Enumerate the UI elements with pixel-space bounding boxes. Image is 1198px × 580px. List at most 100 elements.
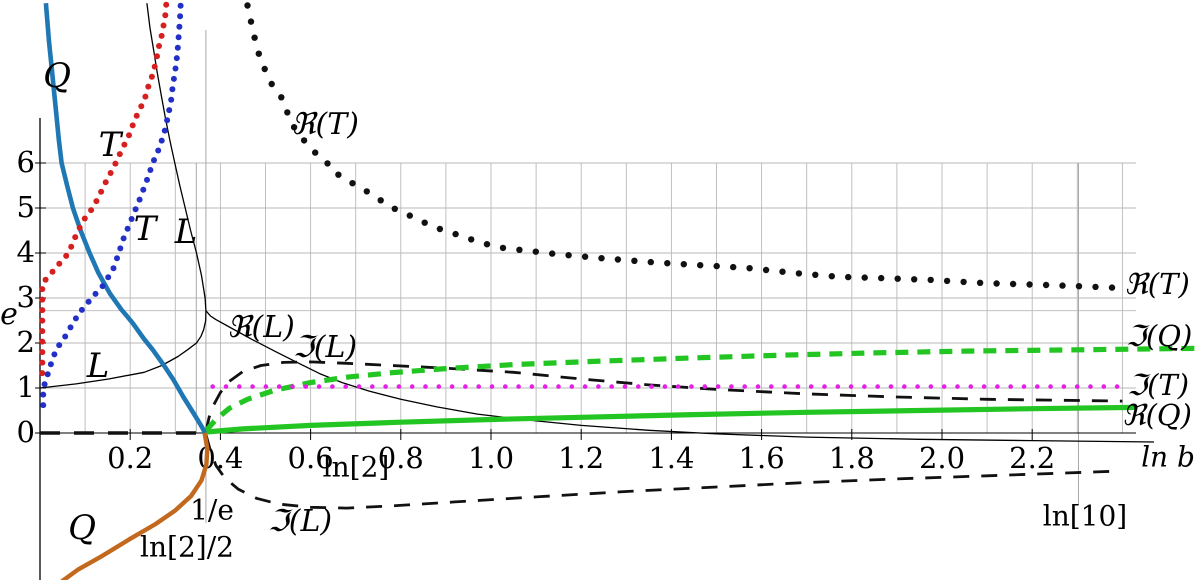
x-tick-label: 1.8 bbox=[829, 441, 875, 475]
data-dot bbox=[1074, 384, 1080, 389]
data-dot bbox=[1108, 284, 1116, 291]
data-dot bbox=[121, 141, 128, 148]
data-dot bbox=[549, 250, 556, 257]
data-dot bbox=[129, 122, 136, 129]
data-dot bbox=[247, 18, 255, 25]
data-dot bbox=[689, 384, 694, 389]
data-dot bbox=[647, 258, 654, 266]
data-dot bbox=[609, 384, 614, 389]
data-dot bbox=[396, 384, 402, 389]
y-tick-label: 1 bbox=[17, 370, 35, 404]
data-dot bbox=[158, 137, 165, 144]
curve-label: T bbox=[134, 209, 159, 249]
data-dot bbox=[250, 384, 255, 389]
data-dot bbox=[556, 384, 561, 389]
data-dot bbox=[63, 252, 70, 259]
data-dot bbox=[162, 12, 169, 19]
curve-label: ℜ(L) bbox=[227, 310, 295, 345]
series-Re-L bbox=[205, 310, 1155, 443]
data-dot bbox=[636, 384, 641, 389]
data-dot bbox=[110, 265, 117, 272]
curve-label: T bbox=[99, 125, 124, 165]
data-dot bbox=[255, 50, 262, 57]
data-dot bbox=[1061, 384, 1067, 389]
data-dot bbox=[156, 43, 162, 49]
data-dot bbox=[927, 276, 934, 284]
data-dot bbox=[56, 260, 63, 267]
x-tick-label: 1.6 bbox=[739, 441, 785, 475]
data-dot bbox=[177, 13, 184, 20]
data-dot bbox=[697, 262, 704, 269]
data-dot bbox=[449, 384, 455, 389]
data-dot bbox=[911, 276, 918, 283]
data-dot bbox=[406, 212, 413, 219]
data-dot bbox=[1092, 283, 1099, 291]
data-dot bbox=[782, 384, 787, 389]
x-tick-label: 0.6 bbox=[288, 441, 334, 475]
data-dot bbox=[268, 80, 275, 88]
curve-path bbox=[204, 434, 1114, 510]
data-dot bbox=[172, 65, 179, 72]
data-dot bbox=[148, 73, 155, 80]
data-dot bbox=[39, 296, 46, 303]
curve-path bbox=[43, 3, 207, 434]
x-tick-label: 1.2 bbox=[558, 441, 604, 475]
data-dot bbox=[133, 112, 140, 119]
data-dot bbox=[902, 384, 907, 389]
curve-label: ℑ(L) bbox=[268, 504, 332, 539]
data-dot bbox=[261, 65, 268, 73]
curve-label: Q bbox=[43, 56, 71, 96]
data-dot bbox=[596, 384, 601, 389]
data-dot bbox=[742, 384, 747, 389]
data-dot bbox=[614, 256, 622, 263]
data-dot bbox=[49, 268, 56, 275]
annotation-layer: QTT LLQℜ(T)ℜ(L)ℑ(L)ℑ(L)1/eln[2]/2ln[2]ln[… bbox=[0, 56, 1195, 564]
data-dot bbox=[39, 359, 46, 366]
data-dot bbox=[1059, 282, 1066, 289]
data-dot bbox=[1042, 281, 1050, 289]
data-dot bbox=[943, 277, 951, 285]
data-dot bbox=[39, 286, 46, 293]
data-dot bbox=[158, 32, 165, 39]
curve-label: ln[2]/2 bbox=[140, 531, 234, 564]
data-dot bbox=[499, 244, 507, 252]
curve-label: ℑ(L) bbox=[293, 330, 357, 365]
data-dot bbox=[40, 391, 47, 398]
data-dot bbox=[47, 361, 54, 368]
data-dot bbox=[144, 176, 150, 183]
data-dot bbox=[39, 349, 46, 356]
data-dot bbox=[41, 381, 48, 388]
data-dot bbox=[848, 384, 854, 389]
data-dot bbox=[968, 384, 974, 389]
data-dot bbox=[140, 186, 147, 193]
data-dot bbox=[166, 107, 173, 114]
data-dot bbox=[105, 274, 112, 281]
data-dot bbox=[132, 206, 139, 213]
data-dot bbox=[503, 384, 508, 389]
data-dot bbox=[662, 384, 668, 389]
data-dot bbox=[675, 384, 681, 389]
data-dot bbox=[755, 384, 761, 389]
data-dot bbox=[39, 370, 46, 377]
data-dot bbox=[878, 274, 885, 282]
data-dot bbox=[1088, 384, 1093, 389]
x-tick-label: 1.0 bbox=[468, 441, 514, 475]
data-dot bbox=[631, 257, 638, 264]
data-dot bbox=[39, 338, 46, 345]
data-dot bbox=[151, 157, 157, 164]
data-dot bbox=[795, 270, 803, 277]
data-dot bbox=[476, 384, 482, 389]
data-dot bbox=[175, 34, 182, 41]
data-dot bbox=[102, 179, 109, 186]
data-dot bbox=[138, 103, 145, 110]
data-dot bbox=[142, 93, 149, 100]
data-dot bbox=[861, 274, 868, 281]
data-dot bbox=[483, 241, 491, 248]
data-dot bbox=[56, 342, 63, 349]
data-dot bbox=[303, 384, 309, 389]
data-dot bbox=[1048, 384, 1053, 389]
data-dot bbox=[68, 243, 75, 250]
series-T-blue bbox=[40, 2, 184, 409]
data-dot bbox=[117, 245, 124, 252]
